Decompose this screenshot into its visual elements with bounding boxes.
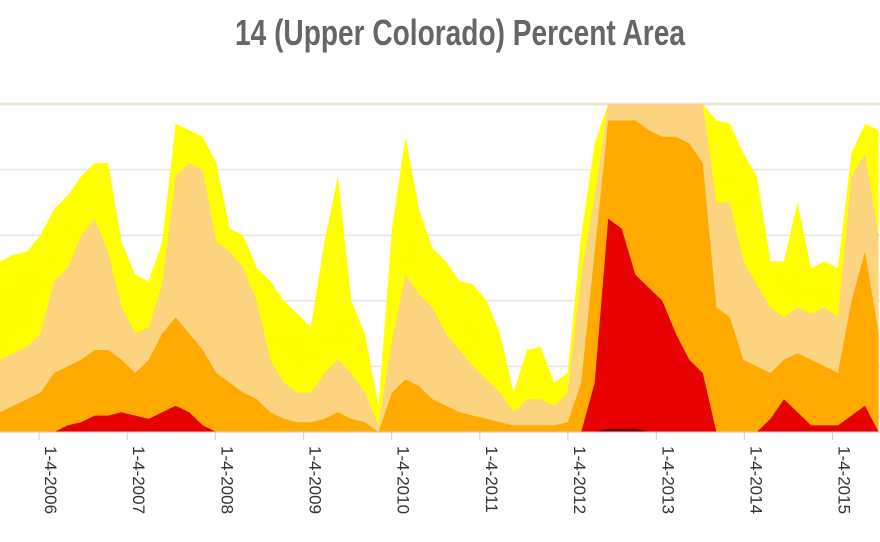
area-d3-d4[interactable]: [0, 218, 879, 432]
area-series: [0, 104, 879, 433]
x-tick-label: 1-4-2012: [570, 446, 589, 514]
x-tick-label: 1-4-2007: [129, 446, 148, 514]
x-axis: 1-4-2006 1-4-2007 1-4-2008 1-4-2009 1-4-2010…: [0, 431, 880, 514]
x-tick-label: 1-4-2010: [394, 446, 413, 514]
chart-title: 14 (Upper Colorado) Percent Area: [235, 12, 685, 53]
x-tick-label: 1-4-2014: [746, 446, 765, 514]
x-tick-label: 1-4-2013: [658, 446, 677, 514]
x-tick-label: 1-4-2006: [41, 446, 60, 514]
x-tick-label: 1-4-2009: [306, 446, 325, 514]
x-tick-label: 1-4-2015: [834, 446, 853, 514]
x-tick-label: 1-4-2011: [482, 446, 501, 513]
x-tick-label: 1-4-2008: [217, 446, 236, 514]
